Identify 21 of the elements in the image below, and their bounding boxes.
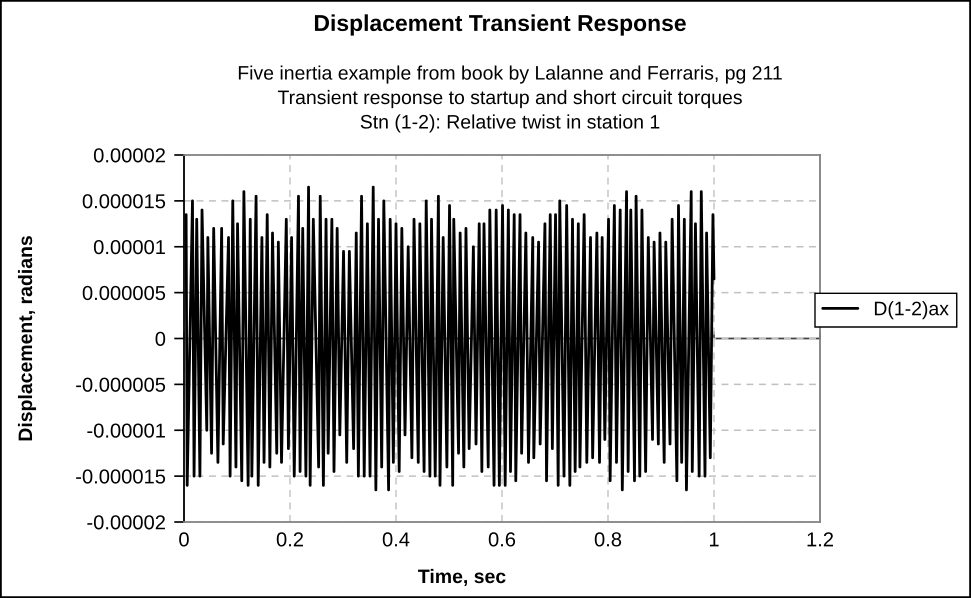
y-tick-label: 0.00002 <box>94 148 165 162</box>
x-tick-label: 0.8 <box>594 532 622 547</box>
y-tick-label: 0.000005 <box>82 286 166 300</box>
y-tick-label: -0.00002 <box>87 515 165 530</box>
chart-title: Displacement Transient Response <box>314 14 686 36</box>
y-tick-label: -0.00001 <box>87 423 165 438</box>
y-axis-title: Displacement, radians <box>18 236 36 440</box>
legend-label: D(1-2)ax <box>874 301 949 320</box>
y-tick-label: -0.000015 <box>76 469 166 484</box>
x-tick-label: 0.6 <box>488 532 516 547</box>
x-tick-label: 0 <box>179 532 189 547</box>
x-tick-label: 1.2 <box>808 532 833 546</box>
y-tick-label: -0.000005 <box>76 378 166 392</box>
chart-subtitle: Five inertia example from book by Lalanne and Ferraris, pg 211 Transient response to startup and short circuit torques Stn (1-2): Relative twist in station 1 <box>238 65 782 133</box>
y-tick-label: 0.000015 <box>82 194 166 208</box>
x-axis-title: Time, sec <box>418 568 506 586</box>
y-tick-label: 0.00001 <box>94 240 165 254</box>
x-tick-label: 0.4 <box>382 532 410 547</box>
y-tick-label: 0 <box>156 332 166 346</box>
x-tick-label: 1 <box>710 532 719 546</box>
x-tick-label: 0.2 <box>276 532 303 547</box>
